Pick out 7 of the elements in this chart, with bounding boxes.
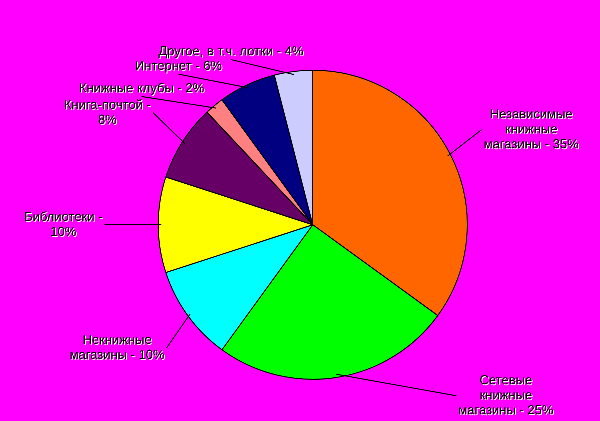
slice-label: Книжные клубы - 2%	[79, 80, 205, 96]
slice-label: Другое, в т.ч. лотки - 4%	[158, 43, 304, 58]
slice-label: Книга-почтой - 8%	[64, 96, 152, 128]
slice-label: Некнижные магазины - 10%	[70, 332, 166, 364]
slice-label: Библиотеки - 10%	[24, 209, 103, 240]
category-label: Независимые книжные магазины - 35%	[484, 106, 579, 152]
category-label: Сетевые книжные магазины - 25%	[458, 372, 554, 418]
